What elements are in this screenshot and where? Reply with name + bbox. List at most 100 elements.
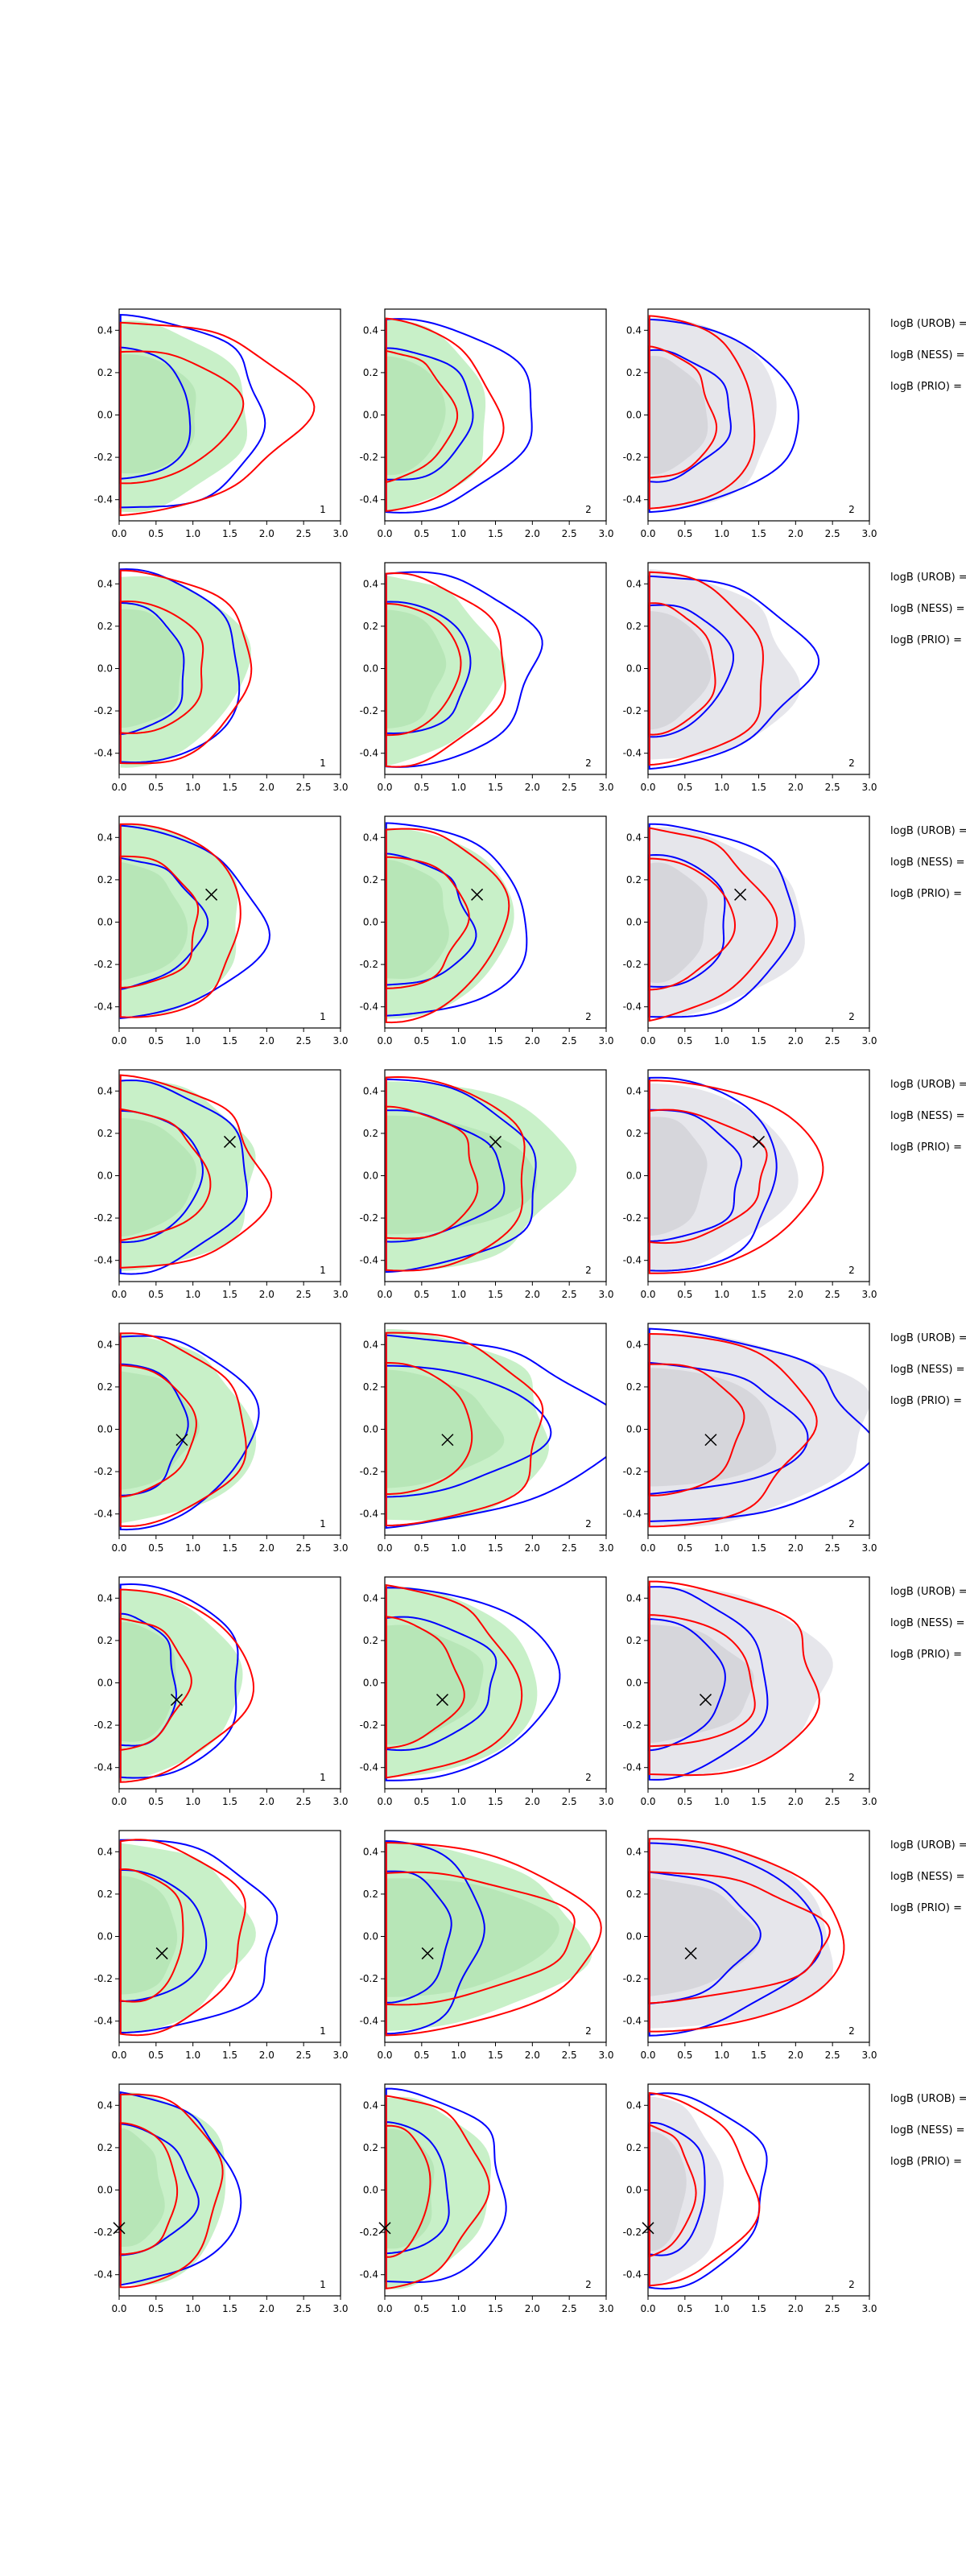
x-tick-label: 3.0 <box>861 1796 877 1807</box>
y-tick-label: 0.4 <box>97 832 113 843</box>
cross-marker <box>752 1135 766 1148</box>
x-tick-label: 0.0 <box>377 2303 392 2314</box>
red-contour-inner <box>119 855 200 989</box>
panel-number: 2 <box>585 1011 592 1022</box>
x-tick-label: 1.0 <box>451 1289 466 1300</box>
red-contour-outer <box>385 1331 544 1527</box>
x-tick-label: 2.5 <box>296 782 312 793</box>
panel-r3-c3: 0.0 0.5 1.0 1.5 2.0 2.5 3.0 0.4 0.2 0.0 -0.2 -0.4 2 <box>623 815 877 1046</box>
x-tick-label: 0.5 <box>148 1035 163 1046</box>
logb-label: logB (PRIO) = <box>890 1141 962 1154</box>
y-tick-label: -0.4 <box>360 2016 378 2027</box>
x-tick-label: 2.5 <box>562 2303 577 2314</box>
x-tick-label: 1.0 <box>185 1035 200 1046</box>
x-tick-label: 1.5 <box>751 1796 766 1807</box>
blue-contour-outer <box>385 1078 537 1274</box>
x-tick-label: 2.0 <box>525 2050 540 2061</box>
x-tick-label: 1.0 <box>185 1289 200 1300</box>
x-tick-label: 1.5 <box>751 2303 766 2314</box>
logb-label: logB (UROB) = <box>890 572 966 584</box>
x-tick-label: 0.0 <box>111 1035 126 1046</box>
x-tick-label: 3.0 <box>332 1035 348 1046</box>
x-tick-label: 2.5 <box>825 1542 840 1554</box>
logb-label: logB (PRIO) = <box>890 381 962 393</box>
x-tick-label: 2.0 <box>259 528 275 539</box>
x-tick-label: 0.0 <box>377 1035 392 1046</box>
x-tick-label: 1.0 <box>714 1796 729 1807</box>
x-tick-label: 3.0 <box>598 1289 613 1300</box>
red-contour-inner <box>648 2124 697 2258</box>
red-contour-outer <box>648 571 764 766</box>
y-tick-label: -0.2 <box>94 2227 113 2238</box>
x-tick-label: 0.0 <box>111 1289 126 1300</box>
x-tick-label: 3.0 <box>861 1542 877 1554</box>
cross-marker <box>205 888 218 901</box>
y-tick-label: 0.2 <box>97 1889 113 1900</box>
y-tick-label: -0.2 <box>360 1466 378 1477</box>
red-contour-outer <box>385 1841 602 2037</box>
y-tick-label: -0.2 <box>94 1466 113 1477</box>
x-tick-label: 3.0 <box>332 2303 348 2314</box>
x-tick-label: 3.0 <box>861 1035 877 1046</box>
x-tick-label: 1.0 <box>451 2050 466 2061</box>
x-tick-label: 3.0 <box>861 2050 877 2061</box>
x-tick-label: 0.0 <box>111 782 126 793</box>
blue-contour-inner <box>119 1868 208 2002</box>
y-tick-label: 0.0 <box>626 663 642 675</box>
x-tick-label: 3.0 <box>332 782 348 793</box>
red-contour-inner <box>119 1364 197 1498</box>
y-tick-label: -0.4 <box>360 1762 378 1773</box>
y-tick-label: -0.4 <box>94 2016 113 2027</box>
x-tick-label: 1.5 <box>488 2050 503 2061</box>
fill-inner-contour <box>386 609 447 729</box>
x-tick-label: 1.0 <box>185 1542 200 1554</box>
y-tick-label: 0.2 <box>97 1635 113 1646</box>
y-tick-label: 0.0 <box>626 1170 642 1182</box>
x-tick-label: 2.0 <box>259 1796 275 1807</box>
x-tick-label: 3.0 <box>332 1796 348 1807</box>
x-tick-label: 2.5 <box>296 2050 312 2061</box>
x-tick-label: 2.5 <box>825 2050 840 2061</box>
y-tick-label: 0.0 <box>363 1424 378 1435</box>
y-tick-label: 0.2 <box>97 1381 113 1393</box>
x-tick-label: 3.0 <box>861 2303 877 2314</box>
blue-contour-outer <box>119 1583 239 1779</box>
blue-contour-outer <box>385 2087 507 2284</box>
fill-inner-contour <box>120 861 188 981</box>
x-tick-label: 2.5 <box>825 782 840 793</box>
blue-contour-outer <box>385 318 533 514</box>
red-contour-outer <box>119 2093 224 2289</box>
panel-number: 1 <box>320 1518 326 1530</box>
panel-r6-c1: 0.0 0.5 1.0 1.5 2.0 2.5 3.0 0.4 0.2 0.0 -0.2 -0.4 1 <box>94 1576 349 1807</box>
y-tick-label: -0.4 <box>360 2269 378 2281</box>
red-contour-outer <box>385 828 510 1024</box>
x-tick-label: 0.0 <box>377 1796 392 1807</box>
y-tick-label: 0.2 <box>363 1635 378 1646</box>
x-tick-label: 1.5 <box>751 1035 766 1046</box>
x-tick-label: 1.5 <box>222 528 237 539</box>
red-contour-outer <box>385 317 505 513</box>
blue-contour-inner <box>385 1870 452 2004</box>
x-tick-label: 2.5 <box>825 1289 840 1300</box>
y-tick-label: -0.4 <box>94 2269 113 2281</box>
x-tick-label: 2.5 <box>562 2050 577 2061</box>
fill-inner-contour <box>386 1369 505 1488</box>
fill-outer-contour <box>649 827 805 1018</box>
panel-number: 2 <box>848 2025 855 2037</box>
red-contour-inner <box>648 1363 745 1496</box>
fill-inner-contour <box>649 1624 754 1744</box>
y-tick-label: -0.2 <box>623 1466 642 1477</box>
logb-label: logB (NESS) = <box>890 1110 964 1122</box>
y-tick-label: 0.2 <box>626 1635 642 1646</box>
x-tick-label: 1.0 <box>185 528 200 539</box>
panel-r7-c2: 0.0 0.5 1.0 1.5 2.0 2.5 3.0 0.4 0.2 0.0 -0.2 -0.4 2 <box>360 1830 614 2061</box>
blue-contour-inner <box>385 1616 497 1752</box>
red-contour-inner <box>385 1105 479 1240</box>
y-tick-label: 0.2 <box>363 1381 378 1393</box>
panel-r7-c1: 0.0 0.5 1.0 1.5 2.0 2.5 3.0 0.4 0.2 0.0 -0.2 -0.4 1 <box>94 1830 349 2061</box>
y-tick-label: 0.2 <box>626 1381 642 1393</box>
y-tick-label: 0.4 <box>363 1846 378 1857</box>
y-tick-label: -0.4 <box>360 1001 378 1013</box>
panel-number: 1 <box>320 1772 326 1783</box>
red-contour-outer <box>119 1588 255 1783</box>
